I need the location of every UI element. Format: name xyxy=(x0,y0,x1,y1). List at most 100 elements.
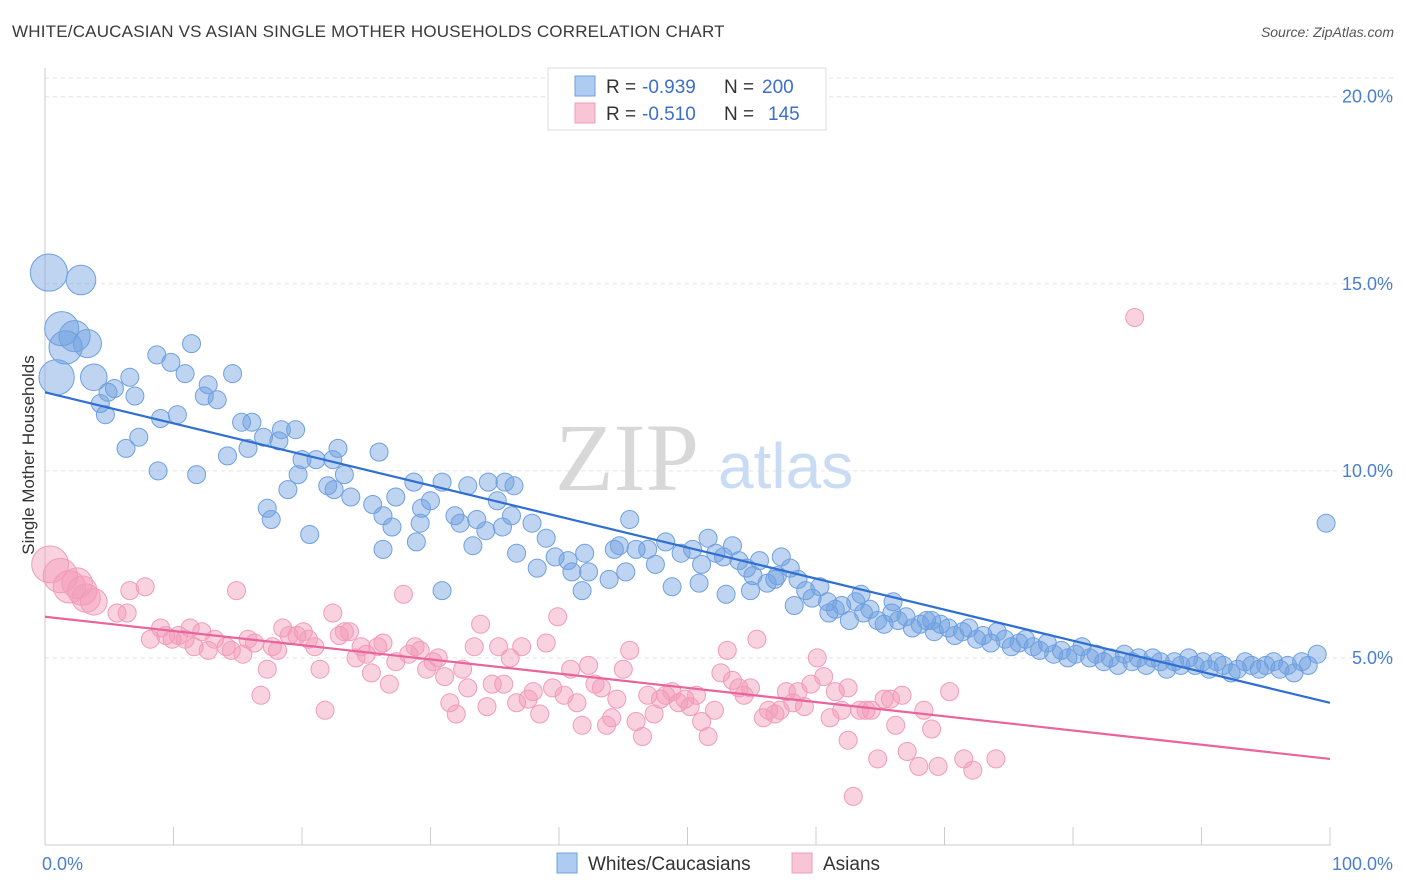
data-point xyxy=(453,659,473,679)
data-point xyxy=(72,329,102,359)
data-point xyxy=(698,727,718,746)
data-point xyxy=(500,648,520,668)
data-point xyxy=(373,539,393,559)
data-point xyxy=(917,611,936,630)
data-point xyxy=(689,573,709,593)
legend-n-value-whites: 200 xyxy=(762,77,794,98)
data-point xyxy=(67,575,98,606)
y-tick-label: 15.0% xyxy=(1342,274,1393,294)
data-point xyxy=(1125,308,1145,327)
data-point xyxy=(198,375,218,395)
data-point xyxy=(543,678,563,698)
data-point xyxy=(340,622,359,642)
data-point xyxy=(61,567,93,599)
y-tick-label: 10.0% xyxy=(1342,461,1393,481)
data-point xyxy=(698,528,718,548)
data-point xyxy=(645,554,665,574)
legend-n-label-asians: N = xyxy=(724,104,754,125)
trend-line-whites xyxy=(44,391,1331,704)
data-point xyxy=(233,644,253,664)
data-point xyxy=(328,438,348,458)
data-point xyxy=(463,536,483,556)
data-point xyxy=(428,648,448,668)
data-point xyxy=(938,618,958,638)
data-point xyxy=(324,480,344,500)
data-point xyxy=(52,570,87,604)
data-point xyxy=(810,577,830,597)
data-point xyxy=(802,588,822,608)
data-point xyxy=(167,405,187,425)
legend-bottom-label-asians: Asians xyxy=(823,854,880,875)
data-point xyxy=(493,517,512,537)
legend-bottom-swatch-asians xyxy=(791,852,813,874)
legend-bottom: Whites/Caucasians Asians xyxy=(556,852,880,875)
data-point xyxy=(591,678,611,698)
data-point xyxy=(843,786,863,806)
data-point xyxy=(29,253,68,292)
grid-lines xyxy=(45,77,1395,659)
chart-title: WHITE/CAUCASIAN VS ASIAN SINGLE MOTHER H… xyxy=(12,22,725,41)
data-point xyxy=(227,581,246,601)
data-point xyxy=(221,640,241,660)
data-point xyxy=(116,438,136,458)
watermark-atlas: atlas xyxy=(718,430,853,502)
data-point xyxy=(723,670,742,690)
data-point xyxy=(129,427,149,447)
legend-r-value-asians: -0.510 xyxy=(642,104,696,125)
data-point xyxy=(616,562,636,582)
data-point xyxy=(44,311,80,347)
data-point xyxy=(38,359,75,396)
data-point xyxy=(892,685,912,705)
data-point xyxy=(687,685,706,705)
data-point xyxy=(897,742,917,761)
data-point xyxy=(394,584,413,604)
chart-source: Source: ZipAtlas.com xyxy=(1260,24,1394,40)
data-point xyxy=(986,749,1006,769)
data-point xyxy=(410,640,430,660)
data-point xyxy=(184,637,204,657)
data-point xyxy=(476,521,496,541)
data-point xyxy=(607,689,627,709)
data-point xyxy=(251,685,271,705)
data-point xyxy=(796,581,816,601)
watermark-zip: ZIP xyxy=(555,404,699,511)
data-point xyxy=(922,611,942,630)
data-point xyxy=(1108,655,1128,675)
data-point xyxy=(261,510,281,529)
data-point xyxy=(711,663,731,683)
data-point xyxy=(318,476,338,496)
data-point xyxy=(825,682,845,702)
data-point xyxy=(886,715,906,735)
x-tick-labels: 0.0% 100.0% xyxy=(42,854,1393,874)
data-point xyxy=(1066,644,1086,664)
data-point xyxy=(421,491,440,511)
data-point xyxy=(963,760,983,780)
legend-n-value-asians: 145 xyxy=(768,104,800,125)
data-point xyxy=(558,551,578,571)
data-point xyxy=(527,558,547,578)
data-point xyxy=(1228,659,1247,679)
data-point xyxy=(874,614,894,634)
data-point xyxy=(626,539,646,559)
y-tick-label: 20.0% xyxy=(1342,87,1393,107)
data-point xyxy=(120,367,140,387)
data-point xyxy=(662,577,682,597)
data-point xyxy=(940,682,960,702)
data-point xyxy=(825,599,845,619)
data-point xyxy=(716,584,736,604)
data-point xyxy=(1316,513,1336,533)
data-point xyxy=(104,379,124,398)
data-point xyxy=(232,412,252,432)
data-point xyxy=(373,633,393,653)
data-point xyxy=(410,513,430,533)
data-point xyxy=(198,640,218,660)
data-point xyxy=(482,674,502,694)
data-point xyxy=(868,749,888,769)
data-point xyxy=(585,674,605,694)
trend-lines xyxy=(44,391,1331,761)
series-asians-points xyxy=(31,308,1145,806)
data-point xyxy=(838,730,858,750)
data-point xyxy=(545,547,565,567)
data-point xyxy=(575,543,595,563)
data-point xyxy=(477,697,497,717)
